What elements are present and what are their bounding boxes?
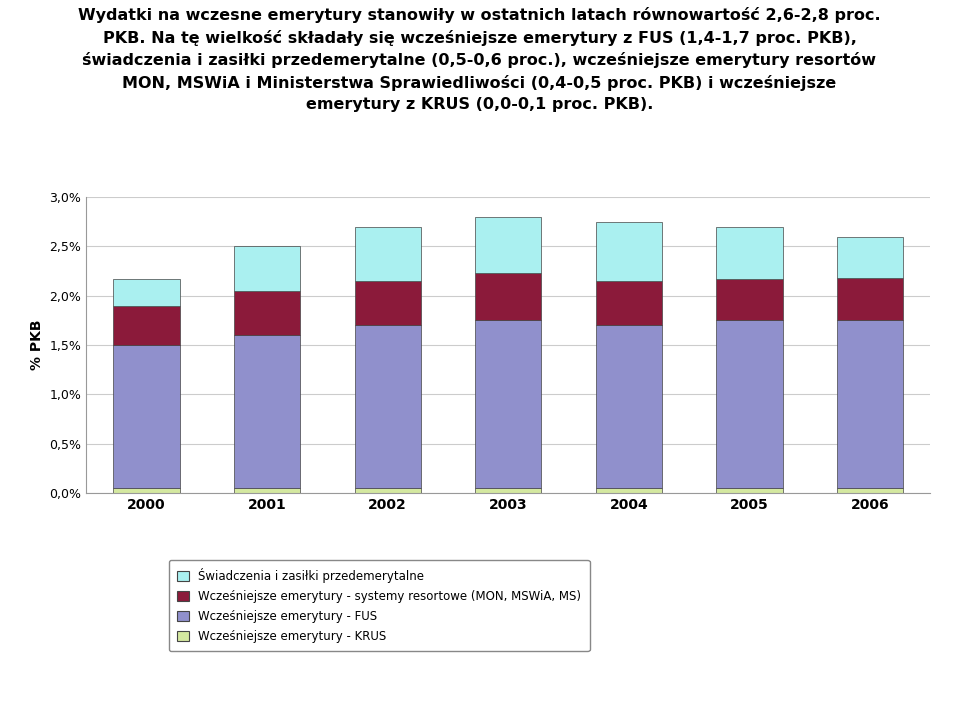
- Bar: [837, 278, 903, 320]
- Bar: [234, 488, 300, 493]
- Text: Wydatki na wczesne emerytury stanowiły w ostatnich latach równowartość 2,6-2,8 p: Wydatki na wczesne emerytury stanowiły w…: [79, 7, 880, 111]
- Bar: [113, 488, 179, 493]
- Bar: [475, 488, 542, 493]
- Bar: [234, 335, 300, 488]
- Bar: [837, 488, 903, 493]
- Bar: [716, 320, 783, 488]
- Bar: [716, 279, 783, 320]
- Bar: [596, 222, 662, 281]
- Bar: [355, 325, 421, 488]
- Bar: [355, 281, 421, 325]
- Bar: [475, 217, 542, 273]
- Bar: [355, 227, 421, 281]
- Bar: [596, 488, 662, 493]
- Bar: [113, 345, 179, 488]
- Bar: [716, 227, 783, 279]
- Bar: [355, 488, 421, 493]
- Y-axis label: % PKB: % PKB: [30, 320, 44, 370]
- Bar: [234, 246, 300, 291]
- Bar: [596, 281, 662, 325]
- Bar: [475, 320, 542, 488]
- Bar: [475, 273, 542, 320]
- Bar: [596, 325, 662, 488]
- Bar: [234, 291, 300, 335]
- Bar: [837, 237, 903, 278]
- Legend: Świadczenia i zasiłki przedemerytalne, Wcześniejsze emerytury - systemy resortow: Świadczenia i zasiłki przedemerytalne, W…: [169, 560, 590, 651]
- Bar: [113, 279, 179, 306]
- Bar: [113, 306, 179, 345]
- Bar: [716, 488, 783, 493]
- Bar: [837, 320, 903, 488]
